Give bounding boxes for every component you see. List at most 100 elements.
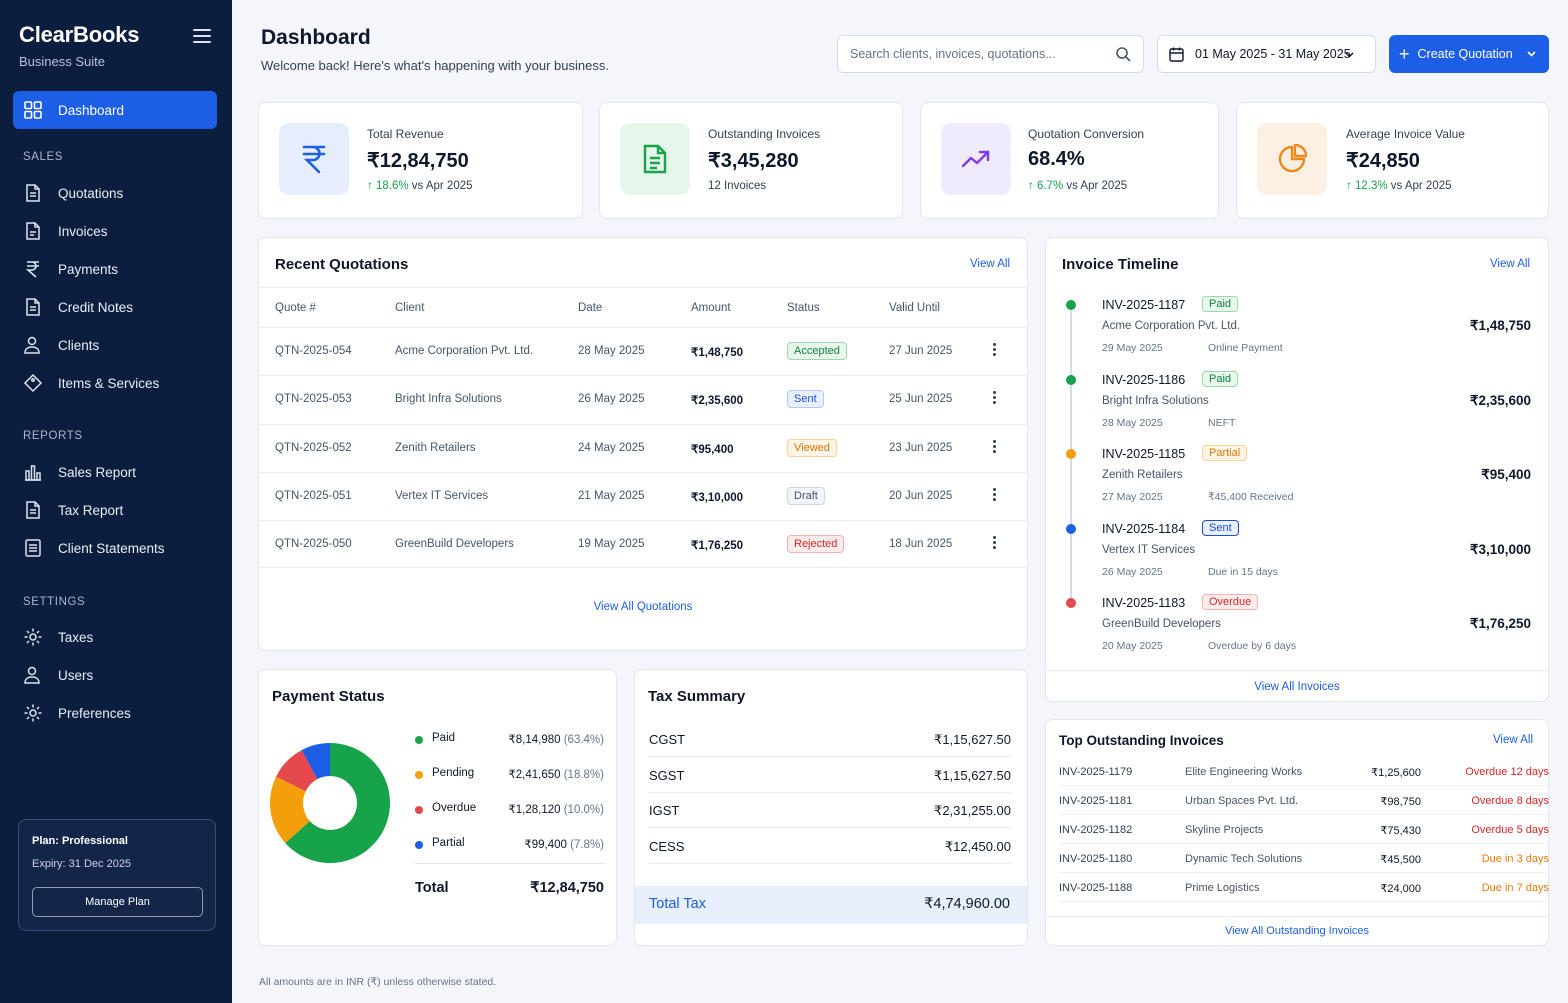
kpi-label: Quotation Conversion [1028,127,1145,141]
manage-plan-button[interactable]: Manage Plan [32,887,203,917]
status-badge: Viewed [787,438,837,457]
more-options-icon[interactable] [993,439,997,454]
tax-row: CGST ₹1,15,627.50 [648,722,1011,757]
table-row[interactable]: QTN-2025-053 Bright Infra Solutions 26 May… [259,375,1027,423]
sidebar-item-credit-notes[interactable]: Credit Notes [13,288,217,326]
view-all-invoices-link[interactable]: View All [1489,258,1530,270]
cell-client: Vertex IT Services [395,489,489,502]
legend-amount: ₹1,28,120 [508,804,561,816]
kpi-value: ₹3,45,280 [708,150,799,172]
sidebar-item-preferences[interactable]: Preferences [13,694,217,732]
recent-quotations-card: Recent Quotations View All Quote # Clien… [258,237,1028,651]
search-icon[interactable] [1115,46,1131,62]
sidebar-item-quotations[interactable]: Quotations [13,174,217,212]
column-header[interactable]: Amount [691,302,731,314]
cell-client: Dynamic Tech Solutions [1185,853,1303,865]
table-row[interactable]: QTN-2025-051 Vertex IT Services 21 May 202… [259,471,1027,520]
cell-quote: QTN-2025-050 [275,538,352,551]
payment-total-value: ₹12,84,750 [530,880,604,896]
cell-invoice-id: INV-2025-1182 [1059,824,1133,836]
sidebar-item-clients[interactable]: Clients [13,326,217,364]
cell-date: 21 May 2025 [578,489,645,502]
kpi-change: ↑ 18.6% vs Apr 2025 [367,180,473,192]
column-header[interactable]: Quote # [275,302,316,314]
donut-slice-pending[interactable] [270,776,310,843]
legend-amount: ₹8,14,980 [508,734,561,746]
tax-value: ₹2,31,255.00 [934,803,1011,818]
table-row[interactable]: QTN-2025-052 Zenith Retailers 24 May 2025 ₹… [259,423,1027,472]
view-all-outstanding-footer-link[interactable]: View All Outstanding Invoices [1224,925,1370,937]
invoice-client: Acme Corporation Pvt. Ltd. [1102,320,1241,332]
view-all-outstanding-link[interactable]: View All [1492,734,1533,746]
more-options-icon[interactable] [993,487,997,502]
sidebar-item-label: Quotations [58,185,124,201]
sidebar-item-tax-report[interactable]: Tax Report [13,491,217,529]
column-header[interactable]: Status [787,302,820,314]
tax-value: ₹1,15,627.50 [934,768,1011,783]
donut-slice-overdue[interactable] [276,750,318,792]
tax-total-value: ₹4,74,960.00 [924,896,1010,912]
invoice-id: INV-2025-1186 [1102,372,1186,387]
donut-slice-paid[interactable] [285,743,390,863]
more-options-icon[interactable] [993,536,997,550]
cell-valid: 27 Jun 2025 [889,345,953,357]
kpi-change-note: vs Apr 2025 [1390,180,1452,192]
trend-up-icon [941,123,1011,195]
table-row[interactable]: QTN-2025-054 Acme Corporation Pvt. Ltd. 28… [259,327,1027,375]
sidebar-item-users[interactable]: Users [13,656,217,694]
cell-quote: QTN-2025-053 [275,393,352,406]
plan-expiry: Expiry: 31 Dec 2025 [32,858,132,870]
cell-date: 26 May 2025 [578,393,645,406]
invoice-note: Overdue by 6 days [1208,640,1297,652]
status-badge: Partial [1202,445,1248,461]
table-row[interactable]: INV-2025-1188 Prime Logistics ₹24,000 Due i… [1059,873,1549,902]
column-header[interactable]: Date [578,302,603,314]
cell-date: 19 May 2025 [578,538,645,551]
sidebar-item-sales-report[interactable]: Sales Report [13,453,217,491]
plus-icon: + [1399,44,1410,64]
column-header[interactable]: Client [395,302,425,314]
create-quotation-button[interactable]: + Create Quotation [1389,35,1549,73]
cell-amount: ₹75,430 [1380,825,1421,837]
sidebar-item-payments[interactable]: Payments [13,250,217,288]
table-row[interactable]: INV-2025-1180 Dynamic Tech Solutions ₹45,5… [1059,844,1549,873]
more-options-icon[interactable] [993,391,997,405]
invoice-date: 20 May 2025 [1102,640,1163,652]
chevron-down-icon[interactable] [1526,48,1537,59]
sidebar-item-dashboard[interactable]: Dashboard [13,91,217,129]
invoice-id: INV-2025-1184 [1102,521,1186,536]
pie-chart-icon [1257,123,1327,195]
cell-status: Overdue 8 days [1471,795,1549,807]
date-range-picker[interactable]: 01 May 2025 - 31 May 2025 [1157,35,1376,73]
view-all-quotations-link[interactable]: View All [969,258,1010,270]
tax-summary-card: Tax Summary CGST ₹1,15,627.50 SGST ₹1,15,6… [634,669,1028,946]
column-header[interactable]: Valid Until [889,302,940,314]
sidebar-item-invoices[interactable]: Invoices [13,212,217,250]
kpi-change-value: 6.7% [1036,180,1064,192]
sidebar-item-client-statements[interactable]: Client Statements [13,529,217,567]
more-options-icon[interactable] [993,343,997,357]
table-row[interactable]: INV-2025-1182 Skyline Projects ₹75,430 Over… [1059,815,1549,844]
sidebar-item-label: Dashboard [58,102,125,118]
legend-label: Partial [432,837,465,849]
view-all-quotations-footer-link[interactable]: View All Quotations [593,601,693,613]
invoice-date: 29 May 2025 [1102,342,1163,354]
sidebar-item-label: Tax Report [58,502,124,518]
menu-icon[interactable] [193,29,211,45]
gear-icon [24,628,42,646]
cell-status: Overdue 5 days [1471,824,1549,836]
sidebar-item-items-services[interactable]: Items & Services [13,364,217,402]
cell-invoice-id: INV-2025-1181 [1059,795,1133,807]
cell-status: Overdue 12 days [1465,766,1549,778]
view-all-invoices-footer-link[interactable]: View All Invoices [1254,681,1340,693]
brand-tagline: Business Suite [19,54,105,69]
table-row[interactable]: INV-2025-1181 Urban Spaces Pvt. Ltd. ₹98,7… [1059,786,1549,815]
kpi-change: ↑ 12.3% vs Apr 2025 [1346,180,1452,192]
cell-quote: QTN-2025-054 [275,345,352,357]
sidebar-item-taxes[interactable]: Taxes [13,618,217,656]
table-row[interactable]: INV-2025-1179 Elite Engineering Works ₹1,2… [1059,757,1549,786]
table-row[interactable]: QTN-2025-050 GreenBuild Developers 19 May … [259,520,1027,568]
donut-slice-partial[interactable] [301,743,330,780]
status-badge: Rejected [787,535,845,554]
search-input[interactable]: Search clients, invoices, quotations... [837,35,1144,73]
